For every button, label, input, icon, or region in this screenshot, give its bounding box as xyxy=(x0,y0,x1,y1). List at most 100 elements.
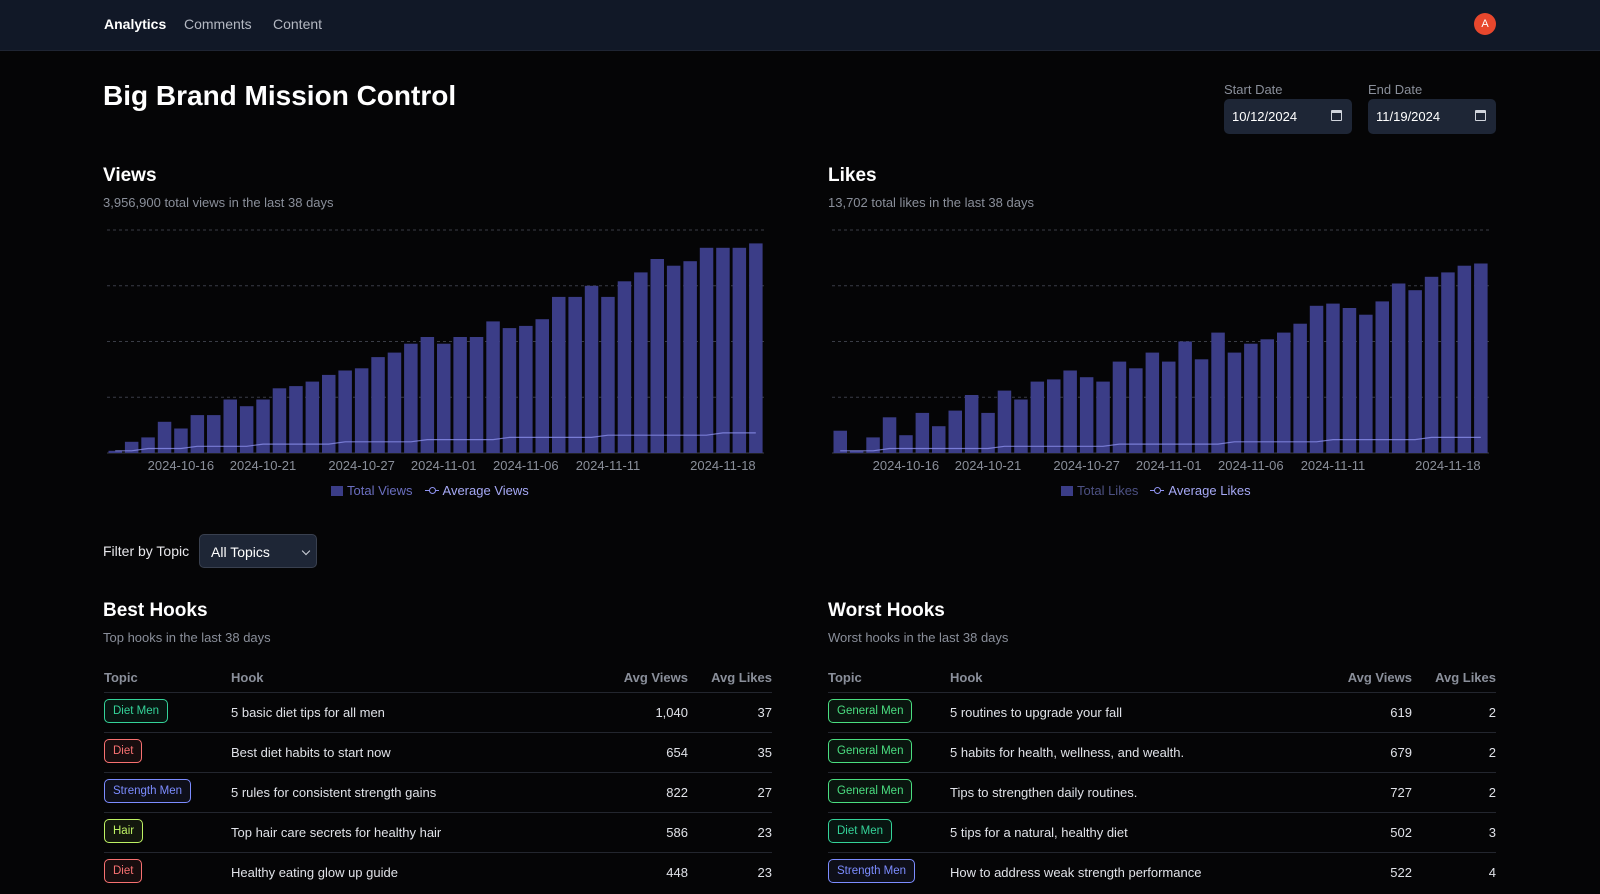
column-header-avg-likes[interactable]: Avg Likes xyxy=(711,670,772,685)
table-row[interactable]: General Men 5 habits for health, wellness… xyxy=(828,732,1496,772)
views-bar xyxy=(699,247,714,453)
views-title: Views xyxy=(103,165,157,186)
likes-bar xyxy=(1441,272,1455,453)
likes-bar xyxy=(849,450,864,453)
likes-bar xyxy=(981,412,995,453)
topic-badge-strength-men: Strength Men xyxy=(104,779,192,803)
topic-badge-diet-men: Diet Men xyxy=(828,819,893,843)
views-bar xyxy=(716,247,730,453)
topic-filter-select[interactable]: All Topics xyxy=(199,534,317,568)
legend-line-marker-icon xyxy=(424,486,439,496)
legend-total-views-label: Total Views xyxy=(347,483,413,498)
views-bar xyxy=(650,259,664,453)
views-bar xyxy=(502,328,517,453)
likes-bar xyxy=(1408,290,1422,453)
views-bar xyxy=(634,272,648,453)
legend-total-likes-label: Total Likes xyxy=(1077,483,1139,498)
table-row[interactable]: General Men 5 routines to upgrade your fa… xyxy=(828,692,1496,732)
calendar-icon[interactable] xyxy=(1475,110,1486,121)
end-date-input[interactable]: 11/19/2024 xyxy=(1368,99,1496,134)
topic-badge-general-men: General Men xyxy=(828,779,913,803)
column-header-avg-likes[interactable]: Avg Likes xyxy=(1435,670,1496,685)
avg-views-value: 619 xyxy=(1390,705,1412,720)
x-tick-label: 2024-11-01 xyxy=(411,458,477,473)
table-row[interactable]: Diet Healthy eating glow up guide 448 23 xyxy=(104,852,772,892)
topic-badge-general-men: General Men xyxy=(828,739,913,763)
legend-average-likes-label: Average Likes xyxy=(1168,483,1251,498)
views-bar xyxy=(174,428,188,453)
table-row[interactable]: Diet Best diet habits to start now 654 35 xyxy=(104,732,772,772)
x-tick-label: 2024-11-11 xyxy=(576,458,641,473)
legend-bar-swatch-icon xyxy=(1061,485,1073,496)
nav-link-analytics[interactable]: Analytics xyxy=(104,16,167,32)
avg-views-value: 822 xyxy=(666,785,688,800)
likes-bar xyxy=(1194,359,1209,453)
likes-subtitle: 13,702 total likes in the last 38 days xyxy=(828,195,1034,210)
x-tick-label: 2024-10-16 xyxy=(148,458,215,473)
likes-bar xyxy=(1014,399,1028,453)
hook-text: 5 rules for consistent strength gains xyxy=(231,785,437,800)
views-bar xyxy=(535,319,549,453)
likes-bar xyxy=(899,435,913,453)
legend-average-views-label: Average Views xyxy=(442,483,529,498)
topic-filter-value: All Topics xyxy=(211,544,270,560)
legend-average-views[interactable]: Average Views xyxy=(424,483,529,498)
calendar-icon[interactable] xyxy=(1331,110,1342,121)
column-header-topic[interactable]: Topic xyxy=(828,670,862,685)
table-row[interactable]: Hair Top hair care secrets for healthy ha… xyxy=(104,812,772,852)
likes-bar xyxy=(1474,263,1488,453)
views-bar xyxy=(322,374,336,453)
column-header-avg-views[interactable]: Avg Views xyxy=(623,670,688,685)
column-header-hook[interactable]: Hook xyxy=(950,670,983,685)
chevron-down-icon xyxy=(301,546,311,556)
likes-bar xyxy=(833,430,847,453)
table-row[interactable]: Strength Men How to address weak strength… xyxy=(828,852,1496,892)
views-legend: Total Views Average Views xyxy=(331,483,529,498)
avg-views-value: 679 xyxy=(1390,745,1412,760)
hook-text: Tips to strengthen daily routines. xyxy=(950,785,1138,800)
legend-total-likes[interactable]: Total Likes xyxy=(1061,483,1138,498)
views-bar xyxy=(617,281,632,453)
legend-average-likes[interactable]: Average Likes xyxy=(1150,483,1251,498)
x-tick-label: 2024-11-18 xyxy=(690,458,756,473)
table-row[interactable]: Strength Men 5 rules for consistent stren… xyxy=(104,772,772,812)
views-bar xyxy=(124,441,139,453)
column-header-avg-views[interactable]: Avg Views xyxy=(1347,670,1412,685)
topic-badge-diet-men: Diet Men xyxy=(104,699,169,723)
views-bar xyxy=(453,337,467,453)
nav-link-content[interactable]: Content xyxy=(273,16,323,32)
avatar[interactable]: A xyxy=(1474,13,1496,35)
worst-hooks-title: Worst Hooks xyxy=(828,600,945,621)
hook-text: 5 habits for health, wellness, and wealt… xyxy=(950,745,1185,760)
likes-bar xyxy=(1030,381,1045,453)
likes-bar xyxy=(1293,323,1307,453)
avg-views-value: 1,040 xyxy=(655,705,688,720)
avg-views-value: 448 xyxy=(666,865,688,880)
topic-badge-general-men: General Men xyxy=(828,699,913,723)
table-row[interactable]: Diet Men 5 tips for a natural, healthy di… xyxy=(828,812,1496,852)
avg-likes-value: 23 xyxy=(757,825,772,840)
likes-bar xyxy=(1211,332,1225,453)
nav-link-comments[interactable]: Comments xyxy=(184,16,252,32)
avg-views-value: 522 xyxy=(1390,865,1412,880)
views-bar xyxy=(601,296,615,453)
topic-badge-diet: Diet xyxy=(104,739,143,763)
table-row[interactable]: General Men Tips to strengthen daily rout… xyxy=(828,772,1496,812)
views-bar xyxy=(338,370,352,453)
start-date-input[interactable]: 10/12/2024 xyxy=(1224,99,1352,134)
best-hooks-subtitle: Top hooks in the last 38 days xyxy=(103,630,271,645)
table-row[interactable]: Diet Men 5 basic diet tips for all men 1,0… xyxy=(104,692,772,732)
x-tick-label: 2024-11-11 xyxy=(1301,458,1366,473)
views-bar xyxy=(732,247,747,453)
views-bar xyxy=(486,321,500,453)
likes-bar xyxy=(932,426,946,453)
column-header-topic[interactable]: Topic xyxy=(104,670,138,685)
likes-bar xyxy=(997,390,1012,453)
likes-bar xyxy=(1424,276,1439,453)
column-header-hook[interactable]: Hook xyxy=(231,670,264,685)
views-bar xyxy=(289,386,303,453)
legend-total-views[interactable]: Total Views xyxy=(331,483,413,498)
best-hooks-title: Best Hooks xyxy=(103,600,208,621)
avg-views-value: 654 xyxy=(666,745,688,760)
avg-views-value: 502 xyxy=(1390,825,1412,840)
